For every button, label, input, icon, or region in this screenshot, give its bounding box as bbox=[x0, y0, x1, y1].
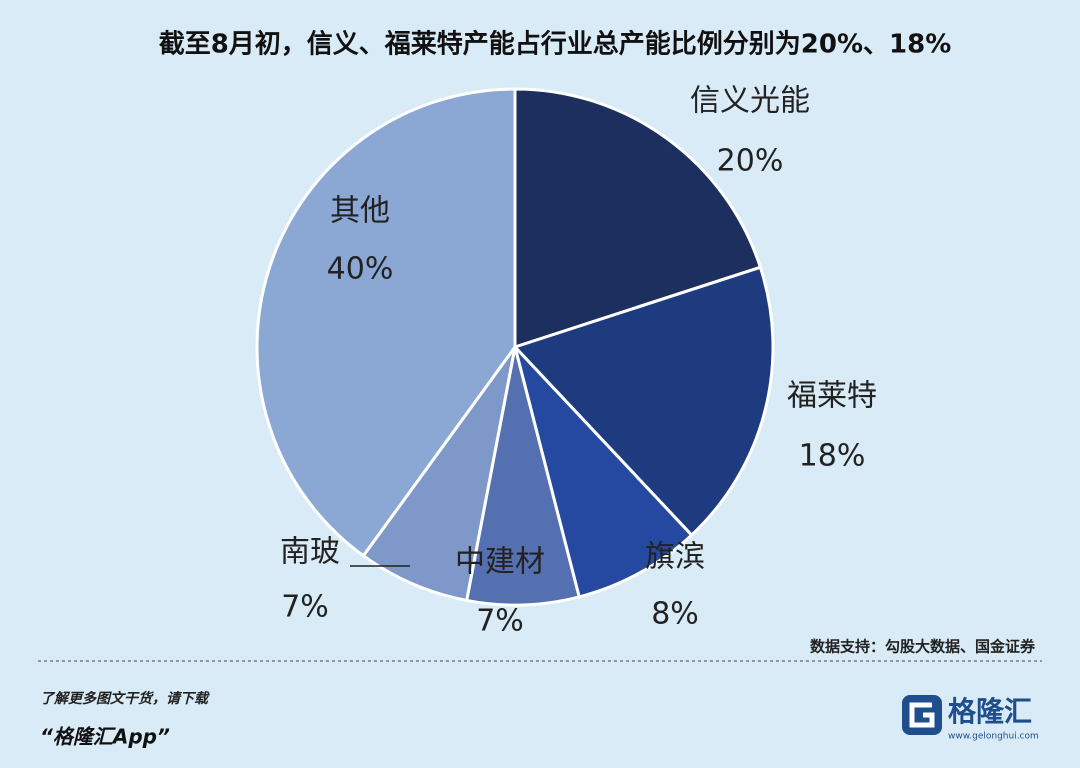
logo: 格隆汇 www.gelonghui.com bbox=[902, 695, 1039, 742]
value-label: 7% bbox=[476, 604, 524, 639]
value-label: 18% bbox=[799, 439, 866, 474]
pie bbox=[255, 87, 775, 607]
slice-label: 福莱特 bbox=[787, 379, 877, 414]
logo-url: www.gelonghui.com bbox=[948, 732, 1039, 742]
slice-label: 南玻 bbox=[280, 535, 340, 570]
pie-slice bbox=[361, 346, 517, 603]
slice-label: 其他 bbox=[330, 194, 390, 229]
value-label: 40% bbox=[327, 252, 394, 287]
chart-title: 截至8月初，信义、福莱特产能占行业总产能比例分别为20%、18% bbox=[159, 29, 952, 60]
promo: 了解更多图文干货，请下载 bbox=[40, 690, 210, 707]
slice-label: 信义光能 bbox=[690, 84, 810, 119]
slice-label: 中建材 bbox=[455, 545, 545, 580]
value-label: 20% bbox=[717, 144, 784, 179]
app-name: “格隆汇App” bbox=[40, 725, 170, 749]
value-label: 8% bbox=[651, 597, 699, 632]
logo-g bbox=[909, 702, 935, 728]
logo-text: 格隆汇 bbox=[948, 695, 1032, 728]
pie-slice bbox=[513, 87, 763, 350]
pie-slice bbox=[255, 87, 517, 558]
source: 数据支持：勾股大数据、国金证券 bbox=[810, 638, 1036, 656]
pie-slice bbox=[464, 346, 581, 607]
value-label: 7% bbox=[281, 590, 329, 625]
logo-icon bbox=[902, 695, 942, 735]
slice-label: 旗滨 bbox=[645, 540, 705, 575]
pie-slice bbox=[513, 345, 694, 599]
pie-slice bbox=[512, 265, 775, 538]
